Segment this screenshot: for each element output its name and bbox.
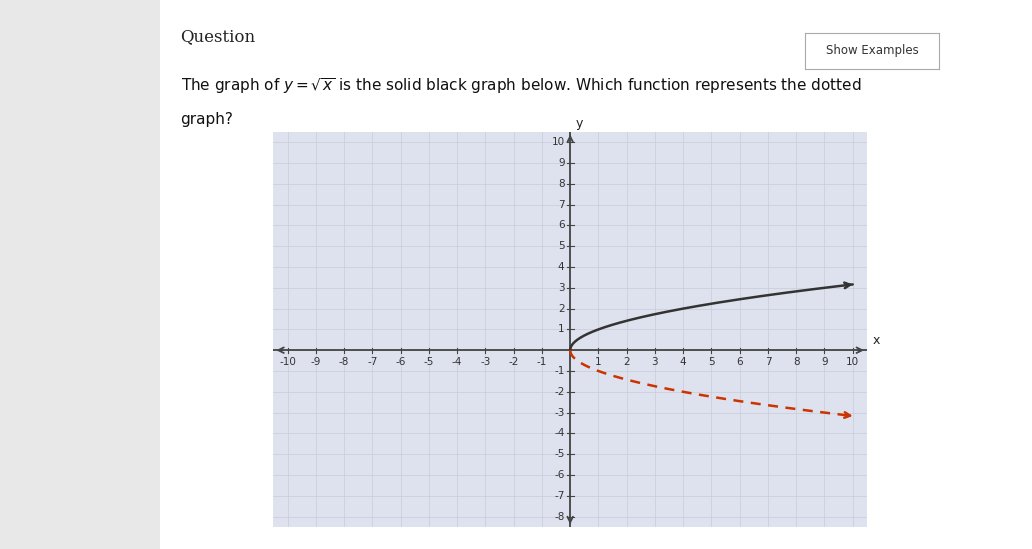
- Text: -5: -5: [424, 357, 434, 367]
- Text: 3: 3: [558, 283, 565, 293]
- Text: 4: 4: [558, 262, 565, 272]
- Text: Question: Question: [181, 28, 256, 45]
- Text: -9: -9: [311, 357, 321, 367]
- Text: graph?: graph?: [181, 111, 233, 126]
- Text: 5: 5: [708, 357, 715, 367]
- Text: 8: 8: [558, 179, 565, 189]
- Text: y: y: [576, 117, 583, 130]
- Text: -1: -1: [554, 366, 565, 376]
- Text: -3: -3: [480, 357, 490, 367]
- Text: The graph of $y = \sqrt{x}$ is the solid black graph below. Which function repre: The graph of $y = \sqrt{x}$ is the solid…: [181, 76, 861, 96]
- Text: 6: 6: [737, 357, 743, 367]
- Text: -6: -6: [395, 357, 406, 367]
- Text: -4: -4: [452, 357, 462, 367]
- Text: -7: -7: [554, 491, 565, 501]
- Text: 1: 1: [595, 357, 602, 367]
- Text: 8: 8: [793, 357, 800, 367]
- Text: x: x: [872, 334, 880, 347]
- Text: -8: -8: [554, 512, 565, 522]
- Text: -8: -8: [338, 357, 349, 367]
- Text: 6: 6: [558, 220, 565, 231]
- Text: 5: 5: [558, 241, 565, 251]
- Text: -2: -2: [509, 357, 519, 367]
- Text: 7: 7: [765, 357, 771, 367]
- Text: 9: 9: [558, 158, 565, 168]
- Text: 3: 3: [651, 357, 658, 367]
- Text: -6: -6: [554, 470, 565, 480]
- Text: 10: 10: [846, 357, 860, 367]
- Text: -2: -2: [554, 387, 565, 397]
- Text: 1: 1: [558, 324, 565, 334]
- Text: Show Examples: Show Examples: [826, 44, 918, 57]
- Text: -5: -5: [554, 449, 565, 459]
- Text: -4: -4: [554, 428, 565, 439]
- Text: 9: 9: [821, 357, 828, 367]
- Text: 2: 2: [558, 304, 565, 313]
- Text: 2: 2: [623, 357, 630, 367]
- Text: -1: -1: [537, 357, 547, 367]
- Text: -7: -7: [367, 357, 378, 367]
- Text: -3: -3: [554, 407, 565, 418]
- Text: 7: 7: [558, 200, 565, 210]
- Text: 10: 10: [551, 137, 565, 147]
- Text: -10: -10: [280, 357, 296, 367]
- Text: 4: 4: [680, 357, 686, 367]
